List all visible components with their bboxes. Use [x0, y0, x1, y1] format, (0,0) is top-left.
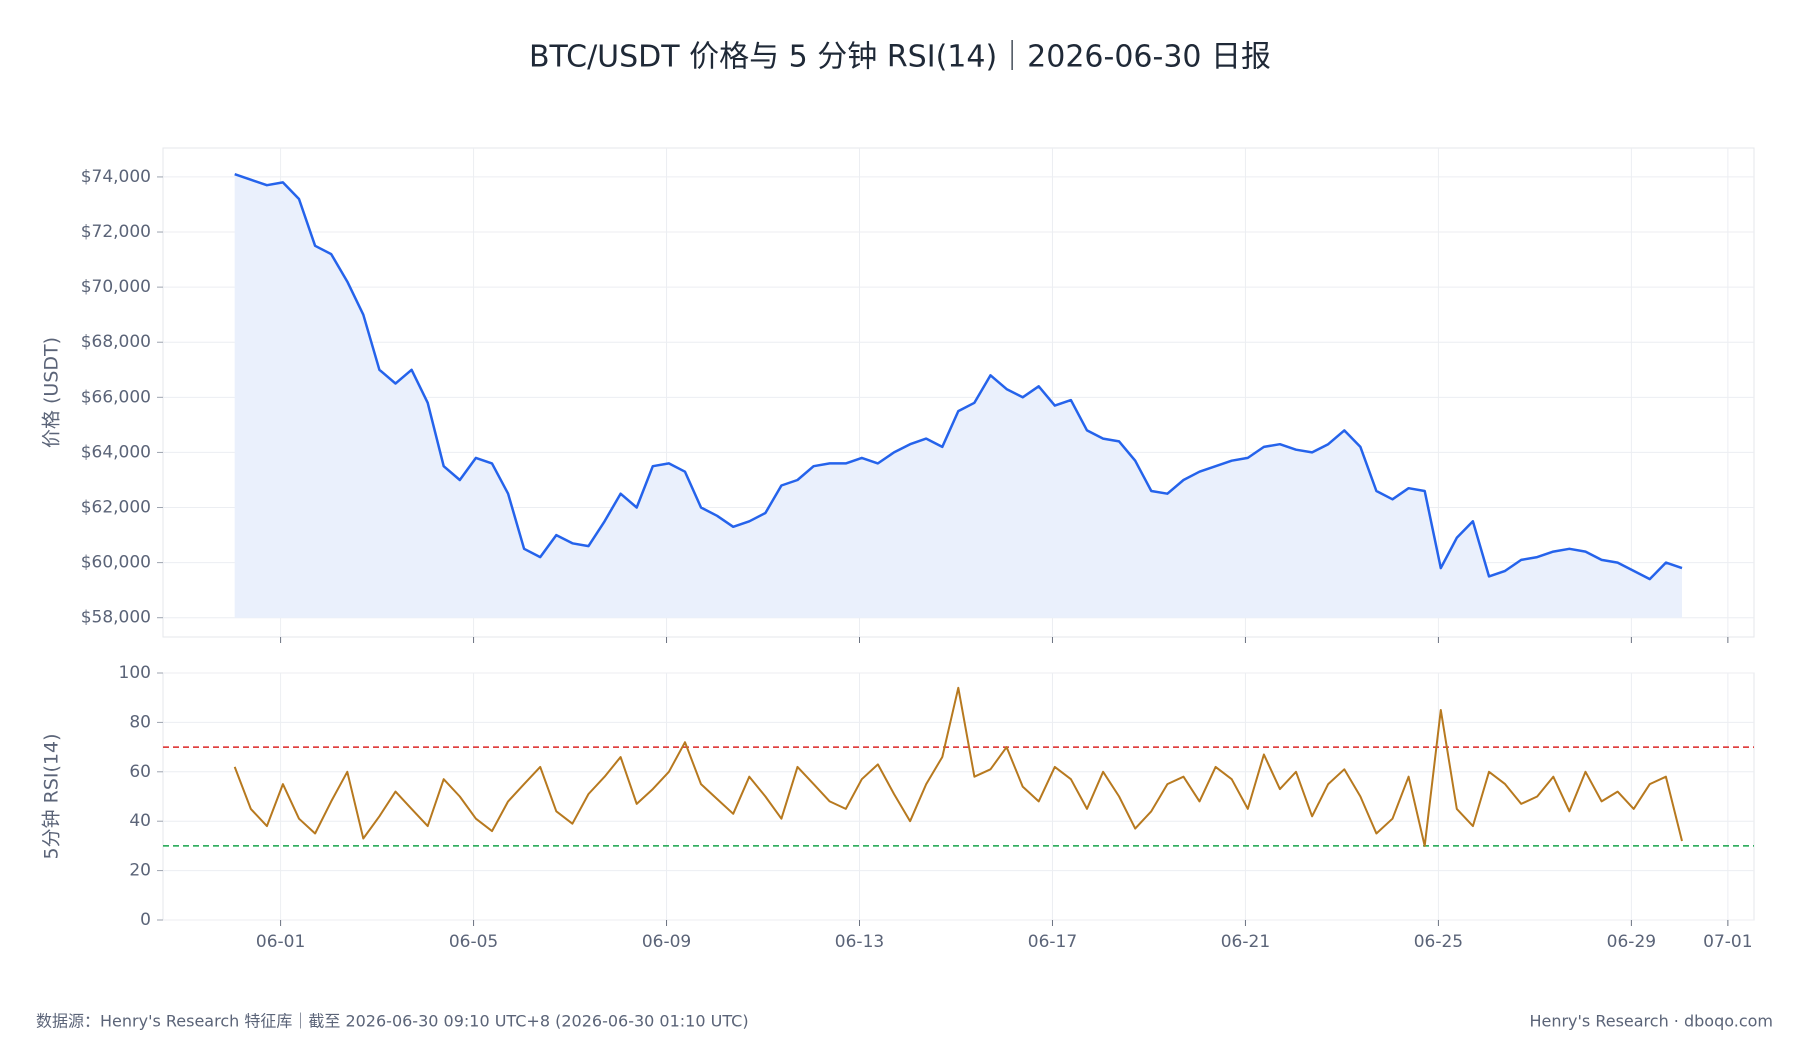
- x-tick-label: 06-01: [256, 932, 305, 952]
- footer-brand: Henry's Research · dboqo.com: [1529, 1012, 1773, 1031]
- x-tick-label: 06-05: [449, 932, 498, 952]
- x-tick-label: 06-09: [642, 932, 691, 952]
- x-tick-label: 06-17: [1028, 932, 1077, 952]
- y-tick-label: 100: [119, 663, 151, 683]
- y-tick-label: 20: [129, 861, 151, 881]
- y-tick-label: $72,000: [81, 222, 151, 242]
- plot-frame: [162, 147, 1755, 638]
- chart-title: BTC/USDT 价格与 5 分钟 RSI(14)｜2026-06-30 日报: [529, 40, 1271, 75]
- y-tick-label: $74,000: [81, 167, 151, 187]
- y-tick-label: $68,000: [81, 332, 151, 352]
- area-fill: [234, 174, 1682, 618]
- y-axis-label: 价格 (USDT): [41, 337, 63, 448]
- footer-source: 数据源：Henry's Research 特征库｜截至 2026-06-30 0…: [36, 1012, 749, 1031]
- y-tick-label: 40: [129, 811, 151, 831]
- x-tick-label: 06-13: [835, 932, 884, 952]
- series-line: [233, 686, 1683, 847]
- y-axis-label: 5分钟 RSI(14): [41, 734, 63, 860]
- y-tick-label: $64,000: [81, 442, 151, 462]
- series-line: [234, 173, 1683, 581]
- x-tick-label: 06-25: [1414, 932, 1463, 952]
- y-tick-label: $66,000: [81, 387, 151, 407]
- y-tick-label: $60,000: [81, 553, 151, 573]
- x-tick-label: 06-21: [1221, 932, 1270, 952]
- x-tick-label: 07-01: [1703, 932, 1752, 952]
- y-tick-label: $70,000: [81, 277, 151, 297]
- x-tick-label: 06-29: [1607, 932, 1656, 952]
- y-tick-label: $62,000: [81, 498, 151, 518]
- y-tick-label: $58,000: [81, 608, 151, 628]
- y-tick-label: 80: [129, 712, 151, 732]
- y-tick-label: 60: [129, 762, 151, 782]
- y-tick-label: 0: [140, 910, 151, 930]
